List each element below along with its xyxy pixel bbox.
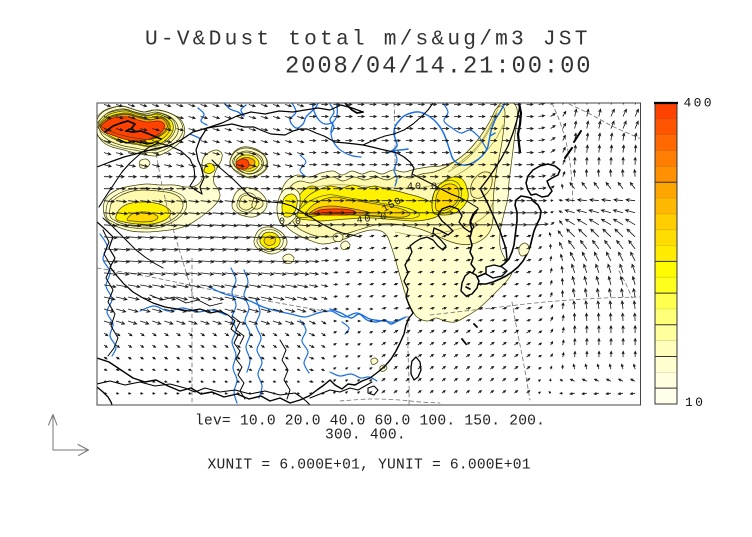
svg-text:2008/04/14.21:00:00: 2008/04/14.21:00:00 — [285, 54, 592, 81]
svg-text:U-V&Dust total m/s&ug/m3 JST: U-V&Dust total m/s&ug/m3 JST — [145, 28, 591, 52]
svg-text:10: 10 — [685, 395, 705, 410]
svg-text:0.0: 0.0 — [279, 217, 303, 228]
svg-text:lev= 10.0 20.0 40.0 60.0 100.: lev= 10.0 20.0 40.0 60.0 100. 150. 200. — [195, 414, 545, 430]
svg-text:40.0: 40.0 — [356, 212, 389, 227]
svg-text:40.0: 40.0 — [407, 182, 439, 193]
svg-text:400: 400 — [684, 96, 714, 111]
svg-text:300. 400.: 300. 400. — [325, 427, 406, 443]
svg-text:XUNIT = 6.000E+01, YUNIT = 6.0: XUNIT = 6.000E+01, YUNIT = 6.000E+01 — [208, 457, 531, 473]
